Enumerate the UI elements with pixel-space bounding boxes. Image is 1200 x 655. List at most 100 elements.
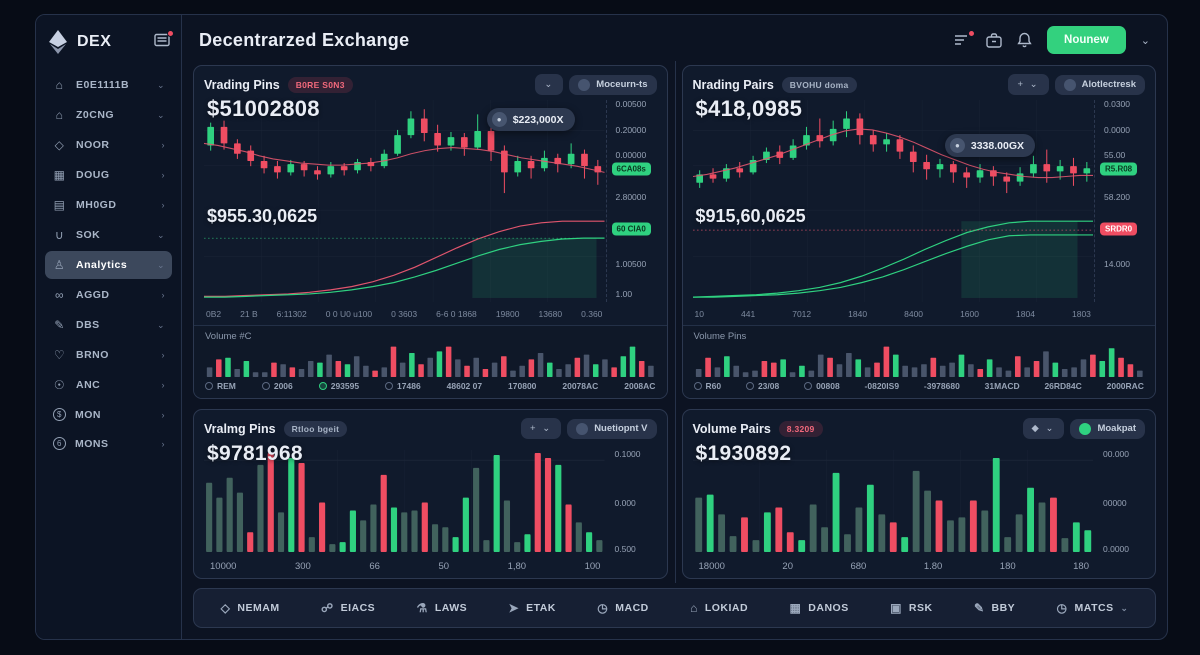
filter-lines-icon[interactable] [954,30,976,47]
x-tick: 6:11302 [276,309,307,319]
sidebar-item-mons[interactable]: 6 MONS › [45,430,172,457]
diamond-icon: ◇ [220,601,231,615]
axis-label: 0.00500 [615,99,647,110]
diamond-icon: ◇ [54,138,65,152]
flask-icon: ⚗ [416,601,428,615]
toolbar-item-rsk[interactable]: ▣ RSK [890,601,933,615]
panel-menu-button[interactable]: Nuetiopnt V [567,418,657,439]
volume-tick: 2006 [261,381,293,391]
panel-dropdown-button[interactable]: + ⌄ [1008,74,1049,95]
x-tick: 8400 [904,309,924,319]
clock-icon: ◷ [597,601,609,615]
toolbar-item-laws[interactable]: ⚗ LAWS [417,601,468,615]
volume-bars-chart[interactable] [205,344,656,377]
toolbar-item-bby[interactable]: ✎ BBY [974,601,1015,615]
x-tick: 0 3603 [391,309,418,319]
dollar-icon: $ [53,408,66,421]
secondary-price: $955.30,0625 [207,206,318,226]
panel-title-badge: Rtloo bgeit [283,420,348,437]
candlestick-chart[interactable] [692,100,1093,302]
toolbar-item-label: MATCS [1074,602,1114,614]
home-icon: ⌂ [55,78,64,92]
sidebar-item-brno[interactable]: ♡ BRNO › [45,341,172,369]
toolbar-item-label: EIACS [340,602,376,614]
x-tick: 1.80 [923,561,943,572]
price-tooltip: ● $223,000X [486,108,575,131]
axis-label: 1.00500 [615,258,647,269]
briefcase-icon[interactable] [986,32,1002,48]
y-axis: 00.000 00000 0.0000 [1094,449,1154,554]
chevron-down-icon[interactable]: ⌄ [1140,34,1150,47]
volume-bars-chart[interactable] [694,344,1145,377]
sidebar-item-sok[interactable]: ∪ SOK ⌄ [45,221,172,249]
toolbar-item-eiacs[interactable]: ☍ EIACS [321,601,375,615]
bell-icon[interactable] [1017,32,1032,48]
sidebar-item-label: DOUG [76,169,110,181]
sidebar-item-mh0gd[interactable]: ▤ MH0GD › [45,191,172,219]
axis-label: 2.80000 [615,191,647,202]
x-tick: 180 [1073,561,1089,572]
volume-tick: 20078AC [562,381,599,391]
panel-menu-button[interactable]: Moceurn-ts [569,74,657,95]
sidebar-item-doug[interactable]: ▦ DOUG › [45,161,172,189]
bar-chart[interactable] [692,450,1093,552]
x-tick: 50 [438,561,450,572]
panel-title: Vralmg Pins [204,421,276,436]
volume-tick: 48602 07 [446,381,483,391]
sidebar-item-noor[interactable]: ◇ NOOR › [45,131,172,159]
clock-icon: ◷ [1056,601,1068,615]
volume-ticks: REM 2006 293595 17486 48602 07 170800 20078AC 2… [205,381,656,391]
sidebar-item-aggd[interactable]: ∞ AGGD › [45,281,172,309]
sidebar-item-label: MONS [75,437,109,450]
notification-dot [167,29,174,37]
panel-menu-button[interactable]: Alotlectresk [1054,74,1145,95]
panel-menu-button[interactable]: Moakpat [1070,418,1145,439]
axis-label: 58.200 [1104,191,1130,202]
pen-icon: ✎ [54,318,65,332]
user-icon: ♙ [53,258,66,272]
sidebar-item-e0e1111b[interactable]: ⌂ E0E1111B ⌄ [45,71,172,99]
candlestick-chart[interactable] [204,100,605,302]
coin-icon: ● [491,112,507,127]
volume-tick: 293595 [318,381,359,391]
tick-dot-icon [693,382,702,390]
toolbar-item-lokiad[interactable]: ⌂ LOKIAD [690,601,748,615]
panel-dropdown-button[interactable]: ◆ ⌄ [1022,418,1065,439]
x-axis-labels: 10 441 7012 1840 8400 1600 1804 1803 [695,309,1092,319]
tick-dot-icon [318,382,327,390]
sidebar-item-dbs[interactable]: ✎ DBS ⌄ [45,311,172,339]
volume-tick: -0820IS9 [864,381,900,391]
toolbar-item-danos[interactable]: ▦ DANOS [789,601,848,615]
primary-price: $51002808 [207,96,320,121]
charts-grid: Vrading Pins B0RE S0N3 ⌄ Moceurn-ts $510… [193,61,1156,583]
bar-chart[interactable] [204,450,605,552]
axis-label: 14.000 [1104,258,1130,269]
send-icon: ➤ [508,601,520,615]
panel-dropdown-button[interactable]: ⌄ [535,74,564,95]
toolbar-item-etak[interactable]: ➤ ETAK [509,601,556,615]
chevron-down-icon: ⌄ [156,259,165,270]
price-tooltip: ● 3338.00GX [944,134,1035,157]
toolbar-item-matcs[interactable]: ◷ MATCS ⌄ [1057,601,1129,615]
volume-tick: 00808 [804,381,840,391]
notification-doc-icon[interactable] [154,29,174,52]
volume-tick: 26RD84C [1044,381,1082,391]
badge-icon: ▣ [890,601,902,615]
primary-action-button[interactable]: Nounew [1047,26,1126,54]
image-icon: ▦ [53,168,66,182]
panel-title: Vrading Pins [204,77,280,92]
wave-icon: ∪ [54,228,65,242]
sidebar-item-anc[interactable]: ☉ ANC › [45,371,172,399]
sidebar-item-mon[interactable]: $ MON › [45,401,172,428]
toolbar-item-nemam[interactable]: ◇ NEMAM [221,601,280,615]
volume-ticks: R60 23/08 00808 -0820IS9 -3978680 31MACD 26RD8… [693,381,1145,391]
sidebar-item-label: Analytics [76,259,128,271]
toolbar-item-macd[interactable]: ◷ MACD [597,601,648,615]
sidebar-item-label: BRNO [76,349,109,361]
panel-dropdown-button[interactable]: + ⌄ [521,418,562,439]
sidebar-item-analytics[interactable]: ♙ Analytics ⌄ [45,251,172,279]
x-tick: 20 [782,561,793,572]
volume-section: Volume Pins R60 23/08 00808 -0820IS9 -397868… [682,325,1155,398]
sidebar-item-z0cng[interactable]: ⌂ Z0CNG ⌄ [45,101,172,129]
x-tick: 300 [294,561,311,572]
